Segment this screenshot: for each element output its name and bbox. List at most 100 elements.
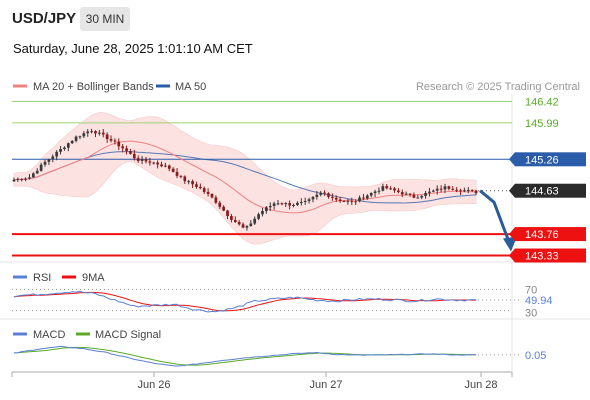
x-tick-label: Jun 27 xyxy=(309,379,342,391)
candle-body xyxy=(144,159,148,162)
candle-body xyxy=(404,193,408,195)
candle-body xyxy=(90,131,93,133)
candle-body xyxy=(431,190,435,192)
ma20-line xyxy=(13,140,477,214)
candle-body xyxy=(164,165,167,167)
timeframe-badge[interactable]: 30 MIN xyxy=(80,7,130,31)
candle-body xyxy=(121,146,125,149)
candle-body xyxy=(63,147,66,150)
chart-header: USD/JPY 30 MIN Saturday, June 28, 2025 1… xyxy=(0,0,590,70)
rsi-legend-label: RSI xyxy=(33,272,51,284)
rsi-tick-30: 30 xyxy=(525,308,537,320)
candle-body xyxy=(132,153,136,159)
support-label-bg xyxy=(515,248,586,263)
candle-body xyxy=(129,151,132,154)
candle-body xyxy=(435,188,439,191)
candle-body xyxy=(105,134,109,140)
candle-body xyxy=(214,197,218,203)
candle-body xyxy=(101,132,105,135)
candle-body xyxy=(218,202,222,207)
pivot-label-pointer xyxy=(509,152,515,167)
candle-body xyxy=(125,148,128,152)
candle-body xyxy=(342,200,346,202)
instrument-symbol: USD/JPY xyxy=(12,10,77,27)
candle-body xyxy=(268,205,272,208)
chart-datetime: Saturday, June 28, 2025 1:01:10 AM CET xyxy=(13,41,253,56)
candle-body xyxy=(420,195,424,198)
candle-body xyxy=(35,170,39,174)
candle-body xyxy=(55,151,59,157)
candle-body xyxy=(16,178,20,180)
candle-body xyxy=(78,136,82,138)
candle-body xyxy=(451,188,455,190)
candle-body xyxy=(350,200,354,202)
candle-body xyxy=(385,186,389,189)
candle-body xyxy=(226,210,229,217)
candle-body xyxy=(365,195,369,199)
candle-body xyxy=(331,196,334,198)
support-label-pointer xyxy=(509,248,515,263)
candle-body xyxy=(439,188,443,190)
last-label-pointer xyxy=(509,183,515,198)
candle-body xyxy=(307,199,311,202)
candle-body xyxy=(175,171,179,176)
candle-body xyxy=(303,201,307,203)
candle-body xyxy=(31,173,35,178)
candle-body xyxy=(397,190,400,193)
candle-body xyxy=(334,197,338,200)
candle-body xyxy=(82,133,86,137)
pivot-label-bg xyxy=(515,152,586,167)
candle-body xyxy=(152,162,156,164)
candle-body xyxy=(183,176,187,182)
candle-body xyxy=(323,192,326,194)
candle-body xyxy=(43,161,47,165)
candle-body xyxy=(140,159,144,161)
rsi-ma-legend-label: 9MA xyxy=(82,272,105,284)
support-label: 143.76 xyxy=(525,229,559,241)
candle-body xyxy=(195,184,198,187)
candle-body xyxy=(202,188,206,192)
macd-signal-legend-label: MACD Signal xyxy=(95,329,161,341)
candle-body xyxy=(459,190,462,192)
candle-body xyxy=(179,175,183,177)
candle-body xyxy=(198,186,202,189)
candle-body xyxy=(245,226,249,228)
candle-body xyxy=(463,190,466,192)
candle-body xyxy=(408,193,412,195)
candle-body xyxy=(74,136,78,141)
candle-body xyxy=(284,203,288,205)
support-label: 143.33 xyxy=(525,251,559,263)
rsi-last-value: 49.94 xyxy=(525,295,553,307)
candle-body xyxy=(210,193,214,198)
macd-legend-label: MACD xyxy=(33,329,65,341)
forecast-arrowhead xyxy=(503,236,517,252)
candle-body xyxy=(416,197,420,199)
ma20-legend-label: MA 20 + Bollinger Bands xyxy=(33,81,154,93)
candle-body xyxy=(424,192,427,196)
candle-body xyxy=(362,197,365,199)
rsi-line xyxy=(13,290,477,313)
candle-body xyxy=(113,140,117,142)
candle-body xyxy=(59,149,62,152)
candle-body xyxy=(241,224,245,228)
candle-body xyxy=(160,164,163,167)
last-label-bg xyxy=(515,183,586,198)
candle-body xyxy=(389,188,392,190)
candle-body xyxy=(230,216,233,220)
candle-body xyxy=(28,177,31,179)
candle-body xyxy=(470,189,474,191)
candle-body xyxy=(315,194,319,197)
candle-body xyxy=(253,218,257,224)
macd-last-value: 0.05 xyxy=(525,350,546,362)
candle-body xyxy=(272,203,276,206)
candle-body xyxy=(20,178,24,180)
bollinger-band xyxy=(13,112,477,245)
candle-body xyxy=(24,178,27,180)
candle-body xyxy=(222,206,226,211)
candle-body xyxy=(117,141,121,147)
candle-body xyxy=(136,158,140,161)
candle-body xyxy=(237,222,241,225)
candle-body xyxy=(39,164,43,171)
candle-body xyxy=(377,190,381,192)
